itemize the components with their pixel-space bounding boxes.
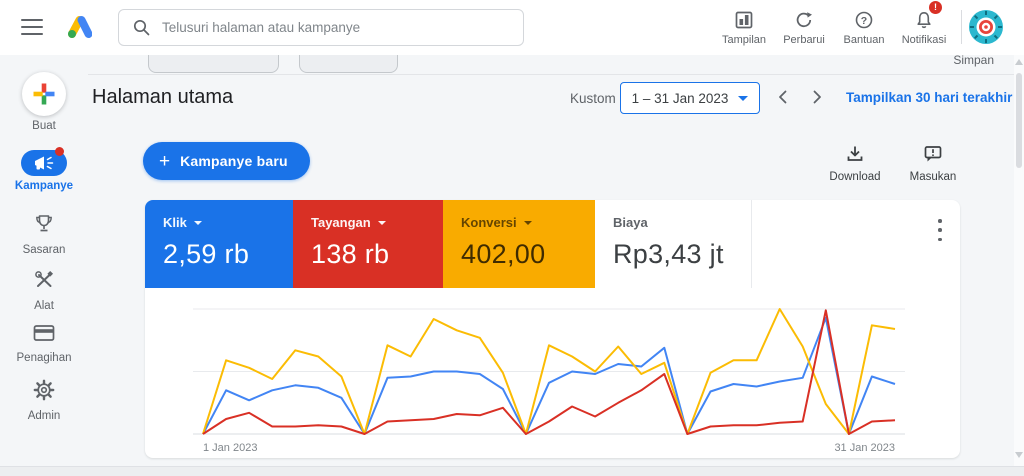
tools-icon [35,270,54,287]
user-avatar[interactable] [968,9,1004,45]
feedback-icon [924,146,942,162]
sidebar-item-admin[interactable]: Admin [0,379,88,422]
download-label: Download [829,171,881,183]
search-box[interactable] [118,9,524,46]
topbar-divider [961,10,962,44]
penagihan-label: Penagihan [16,352,72,364]
plus-multicolor-icon [33,83,55,105]
sidebar-item-penagihan[interactable]: Penagihan [0,323,88,364]
date-mode-label: Kustom [570,91,616,106]
sidebar-item-sasaran[interactable]: Sasaran [0,213,88,256]
scorecard-tayangan[interactable]: Tayangan 138 rb [293,200,443,288]
chevron-down-icon [738,95,749,101]
performance-chart[interactable]: 1 Jan 2023 31 Jan 2023 [193,300,905,458]
sidebar-nav: Buat Kampanye [0,55,88,466]
svg-text:?: ? [861,15,867,27]
scorecard-klik[interactable]: Klik 2,59 rb [145,200,293,288]
previous-period-button[interactable] [776,89,790,110]
credit-card-icon [33,325,55,341]
feedback-label: Masukan [909,171,957,183]
search-icon [133,19,150,36]
sidebar-item-kampanye[interactable]: Kampanye [0,147,88,192]
perbarui-label: Perbarui [783,34,825,46]
download-button[interactable]: Download [820,145,890,183]
sidebar-item-buat[interactable]: Buat [0,72,88,132]
new-campaign-label: Kampanye baru [180,153,288,169]
campaign-alert-dot [55,147,64,156]
scorecard-konversi-label: Konversi [461,215,517,230]
scorecard-biaya[interactable]: Biaya Rp3,43 jt [595,200,752,288]
perbarui-button[interactable]: Perbarui [774,6,834,46]
scroll-up-arrow-icon[interactable] [1015,59,1023,65]
main-menu-icon[interactable] [21,19,43,35]
scorecard-tayangan-value: 138 rb [311,239,390,269]
date-range-value: 1 – 31 Jan 2023 [631,90,729,106]
dropdown-caret-icon [193,220,202,225]
subheader-chips [88,55,1014,74]
scorecard-biaya-label: Biaya [613,215,648,230]
header-divider [88,74,1014,75]
filter-chip[interactable] [148,55,279,73]
x-axis-label: 31 Jan 2023 [834,442,895,454]
plus-icon: + [159,150,171,172]
dropdown-caret-icon [523,220,532,225]
performance-chart-area: 1 Jan 2023 31 Jan 2023 [193,300,905,463]
buat-label: Buat [32,120,56,132]
kampanye-label: Kampanye [14,180,74,192]
trophy-icon [36,215,52,232]
sidebar-item-alat[interactable]: Alat [0,269,88,312]
tampilan-label: Tampilan [721,34,767,46]
series-konversi [202,308,896,435]
date-range-selector[interactable]: 1 – 31 Jan 2023 [620,82,760,114]
filter-chip[interactable] [299,55,398,73]
bantuan-button[interactable]: ? Bantuan [834,6,894,46]
top-bar: Tampilan Perbarui ? Bantu [0,0,1024,55]
overview-panel: Klik 2,59 rb Tayangan 138 rb Konversi 40… [145,200,960,458]
series-klik [202,316,896,435]
refresh-icon [774,6,834,30]
megaphone-icon [35,156,54,170]
next-period-button[interactable] [810,89,824,110]
scorecard-konversi[interactable]: Konversi 402,00 [443,200,595,288]
scroll-down-arrow-icon[interactable] [1015,452,1023,458]
display-icon [714,6,774,30]
series-tayangan [202,309,896,435]
scorecard-biaya-value: Rp3,43 jt [613,239,724,269]
notification-badge: ! [929,1,942,14]
alat-label: Alat [34,300,54,312]
vertical-scrollbar[interactable] [1014,55,1024,466]
save-label[interactable]: Simpan [953,53,994,67]
show-last-30-days-link[interactable]: Tampilkan 30 hari terakhir [846,90,1013,105]
scorecard-konversi-value: 402,00 [461,239,546,269]
help-icon: ? [834,6,894,30]
bottom-edge-strip [0,466,1024,476]
tampilan-button[interactable]: Tampilan [714,6,774,46]
admin-label: Admin [27,410,61,422]
page-title: Halaman utama [92,86,234,108]
scrollbar-thumb[interactable] [1016,73,1022,168]
google-ads-logo-icon [62,13,93,46]
scorecard-tayangan-label: Tayangan [311,215,371,230]
scorecard-klik-label: Klik [163,215,187,230]
dropdown-caret-icon [377,220,386,225]
sasaran-label: Sasaran [22,244,66,256]
gear-icon [33,379,55,401]
notifikasi-button[interactable]: ! Notifikasi [894,1,954,46]
topbar-actions: Tampilan Perbarui ? Bantu [714,1,954,46]
bantuan-label: Bantuan [843,34,885,46]
notifikasi-label: Notifikasi [901,34,947,46]
x-axis-label: 1 Jan 2023 [203,442,257,454]
scorecard-klik-value: 2,59 rb [163,239,250,269]
search-input[interactable] [160,19,523,36]
bell-icon [894,6,954,30]
download-icon [847,146,863,161]
panel-more-options-button[interactable] [931,217,949,243]
new-campaign-button[interactable]: + Kampanye baru [143,142,310,180]
feedback-button[interactable]: Masukan [898,145,968,183]
